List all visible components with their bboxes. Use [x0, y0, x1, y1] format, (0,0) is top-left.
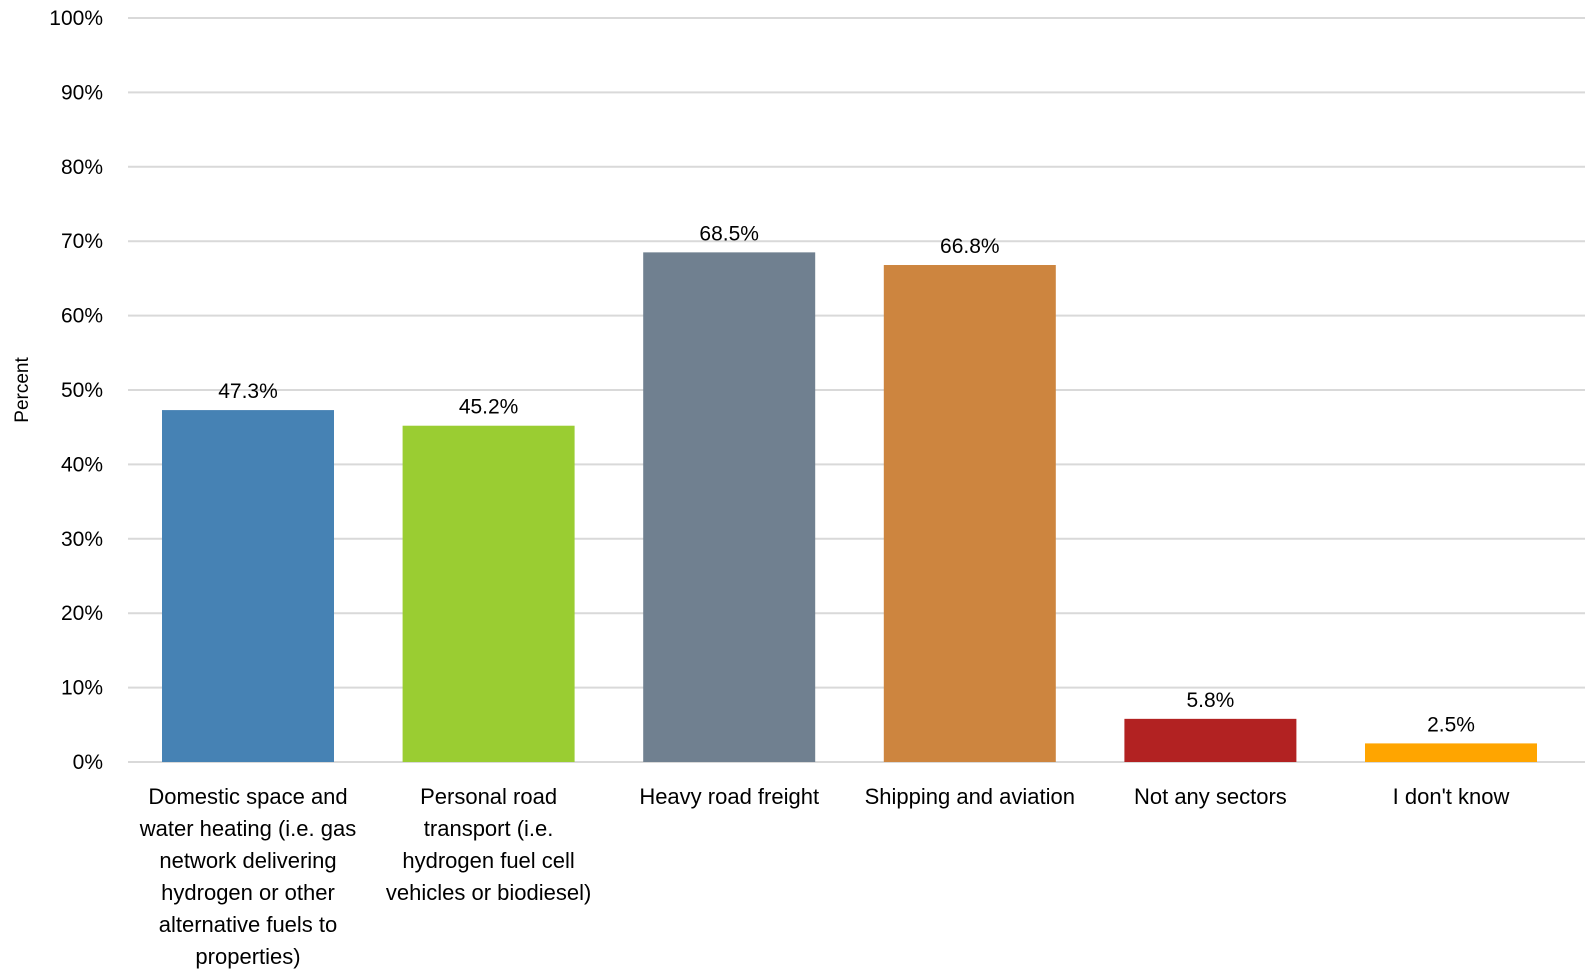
x-tick-label: Shipping and aviation — [865, 784, 1075, 809]
gridlines — [128, 17, 1585, 763]
bars — [162, 252, 1537, 763]
data-label: 45.2% — [459, 396, 519, 419]
y-tick-label: 50% — [61, 379, 103, 402]
x-tick-label: I don't know — [1393, 784, 1510, 809]
y-tick-label: 30% — [61, 528, 103, 551]
y-tick-label: 100% — [49, 7, 103, 30]
data-label: 68.5% — [699, 222, 759, 245]
data-labels: 47.3% 45.2% 68.5% 66.8% 5.8% 2.5% — [218, 222, 1475, 736]
y-tick-label: 0% — [73, 751, 103, 774]
x-tick-label: Domestic space and water heating (i.e. ga… — [139, 784, 356, 969]
y-tick-label: 70% — [61, 230, 103, 253]
data-label: 5.8% — [1186, 689, 1234, 712]
y-axis-ticks: 0% 10% 20% 30% 40% 50% 60% 70% 80% 90% 100% — [49, 7, 103, 774]
category-labels: Domestic space and water heating (i.e. ga… — [139, 784, 1510, 969]
y-tick-label: 40% — [61, 453, 103, 476]
y-tick-label: 60% — [61, 305, 103, 328]
data-label: 2.5% — [1427, 713, 1475, 736]
bar — [883, 265, 1056, 762]
bar — [643, 252, 816, 763]
y-axis-title: Percent — [12, 357, 33, 423]
y-tick-label: 20% — [61, 602, 103, 625]
bar — [1124, 718, 1297, 762]
bar — [162, 410, 334, 762]
x-tick-label: Personal road transport (i.e. hydrogen fue… — [386, 784, 591, 905]
y-tick-label: 10% — [61, 677, 103, 700]
y-tick-label: 80% — [61, 156, 103, 179]
y-tick-label: 90% — [61, 81, 103, 104]
bar — [1365, 743, 1537, 762]
x-tick-label: Not any sectors — [1134, 784, 1287, 809]
data-label: 66.8% — [940, 235, 1000, 258]
data-label: 47.3% — [218, 380, 278, 403]
bar — [402, 425, 575, 762]
x-tick-label: Heavy road freight — [639, 784, 819, 809]
